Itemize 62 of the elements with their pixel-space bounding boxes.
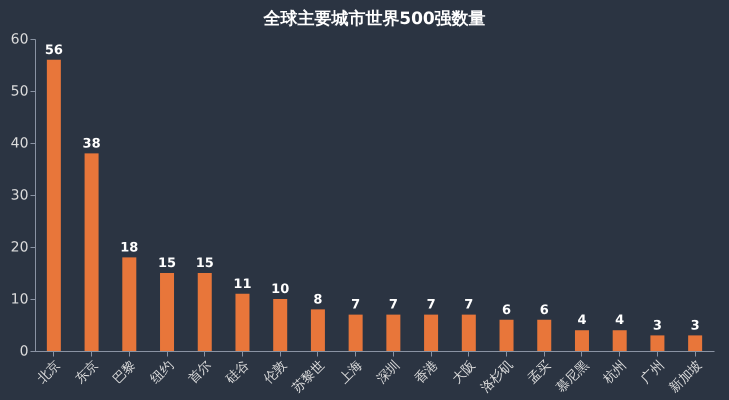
y-tick-label: 30 (10, 188, 28, 204)
data-label: 7 (351, 298, 360, 313)
x-tick-label: 洛杉矶 (478, 358, 516, 396)
x-tick-label: 硅谷 (222, 358, 252, 388)
bar (273, 299, 288, 351)
bar (424, 314, 438, 351)
x-tick-label: 纽约 (148, 358, 177, 387)
bar (310, 309, 325, 351)
bar (462, 314, 476, 351)
data-label: 15 (196, 256, 214, 271)
y-tick-label: 40 (10, 136, 28, 152)
x-tick-label: 杭州 (600, 358, 630, 388)
bar (160, 273, 174, 351)
data-label: 56 (44, 42, 63, 58)
data-label: 18 (120, 240, 138, 256)
bar (386, 314, 400, 351)
y-tick-label: 60 (10, 32, 28, 48)
x-tick-label: 北京 (34, 358, 64, 387)
x-tick-label: 大阪 (450, 358, 479, 387)
data-label: 6 (540, 302, 549, 318)
data-label: 7 (426, 298, 436, 313)
bar (84, 153, 99, 351)
x-tick-label: 东京 (72, 358, 102, 387)
x-tick-label: 上海 (336, 358, 366, 387)
x-tick-label: 新加坡 (666, 358, 706, 396)
bar (235, 294, 250, 351)
bar (537, 320, 552, 351)
data-label: 4 (615, 313, 624, 328)
data-label: 6 (502, 302, 512, 318)
x-tick-label: 巴黎 (110, 358, 140, 387)
x-tick-label: 首尔 (186, 358, 215, 387)
bar (650, 335, 664, 351)
data-label: 4 (577, 313, 586, 328)
x-tick-label: 慕尼黑 (554, 358, 592, 396)
bar (500, 320, 514, 351)
x-tick-label: 深圳 (374, 358, 404, 387)
data-label: 3 (652, 318, 662, 334)
bar (46, 60, 61, 351)
y-tick-label: 20 (10, 240, 28, 256)
bar (348, 314, 363, 351)
data-label: 7 (388, 298, 398, 313)
bar (574, 330, 589, 351)
data-label: 15 (158, 256, 176, 271)
bar (688, 335, 702, 351)
data-label: 8 (313, 292, 322, 308)
data-label: 3 (690, 318, 700, 334)
x-tick-label: 广州 (638, 358, 668, 387)
x-tick-label: 孟买 (525, 358, 554, 387)
x-tick-label: 伦敦 (261, 358, 290, 387)
x-tick-label: 香港 (412, 358, 441, 387)
data-label: 11 (233, 276, 252, 292)
y-tick-label: 10 (10, 292, 28, 308)
chart-title: 全球主要城市世界500强数量 (262, 9, 486, 29)
data-label: 38 (82, 136, 101, 152)
bar (198, 273, 212, 351)
x-tick-label: 苏黎世 (290, 358, 328, 396)
y-tick-label: 50 (10, 84, 28, 100)
bar (612, 330, 627, 351)
data-label: 10 (271, 282, 290, 297)
data-label: 7 (464, 298, 474, 313)
y-tick-label: 0 (20, 344, 28, 360)
bar (122, 257, 136, 351)
